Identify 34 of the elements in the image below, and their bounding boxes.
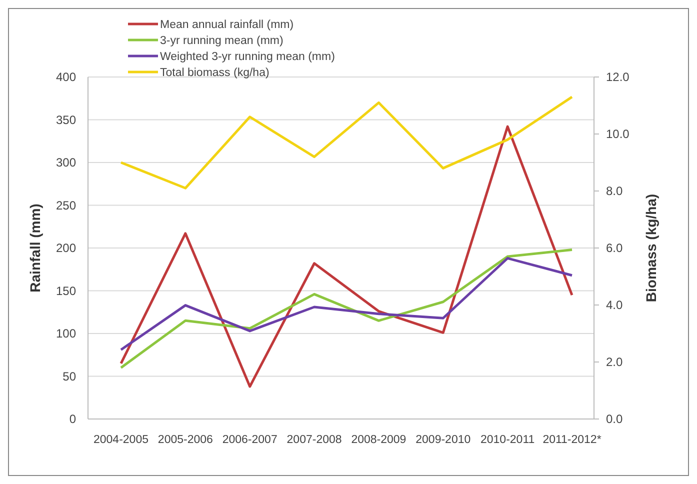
y2-tick-label: 6.0: [606, 241, 624, 256]
x-tick-label: 2009-2010: [416, 434, 471, 446]
x-tick-label: 2007-2008: [286, 434, 342, 446]
legend-label: 3-yr running mean (mm): [160, 35, 284, 48]
y-tick-label: 200: [56, 241, 76, 256]
line-series: [120, 96, 574, 190]
y-tick-label: 150: [56, 284, 76, 298]
legend-label: Mean annual rainfall (mm): [160, 19, 294, 32]
y-tick-label: 0: [69, 412, 76, 426]
y2-tick-label: 10.0: [606, 127, 630, 142]
y-tick-label: 300: [56, 156, 76, 170]
y2-tick-label: 2.0: [606, 355, 624, 370]
x-tick-label: 2008-2009: [351, 434, 406, 446]
y2-tick-label: 4.0: [606, 298, 624, 312]
y-tick-label: 50: [62, 369, 76, 384]
x-tick-label: 2005-2006: [158, 434, 213, 446]
y2-axis-title: Biomass (kg/ha): [643, 194, 659, 302]
line-series: [120, 248, 574, 369]
x-tick-label: 2011-2012*: [542, 434, 602, 446]
y-tick-label: 400: [56, 70, 76, 84]
y2-tick-label: 12.0: [606, 70, 630, 84]
legend-label: Total biomass (kg/ha): [160, 67, 270, 80]
y-tick-label: 100: [56, 326, 76, 341]
y2-tick-label: 0.0: [606, 412, 624, 426]
line-series: [120, 257, 574, 351]
x-tick-label: 2010-2011: [480, 434, 535, 446]
y-axis-title: Rainfall (mm): [27, 204, 43, 292]
line-series: [120, 125, 574, 388]
legend-label: Weighted 3-yr running mean (mm): [160, 51, 336, 64]
y-tick-label: 250: [56, 198, 76, 212]
y-tick-label: 350: [56, 112, 76, 127]
y2-tick-label: 8.0: [606, 184, 624, 198]
x-tick-label: 2004-2005: [94, 434, 148, 446]
x-tick-label: 2006-2007: [222, 434, 278, 446]
